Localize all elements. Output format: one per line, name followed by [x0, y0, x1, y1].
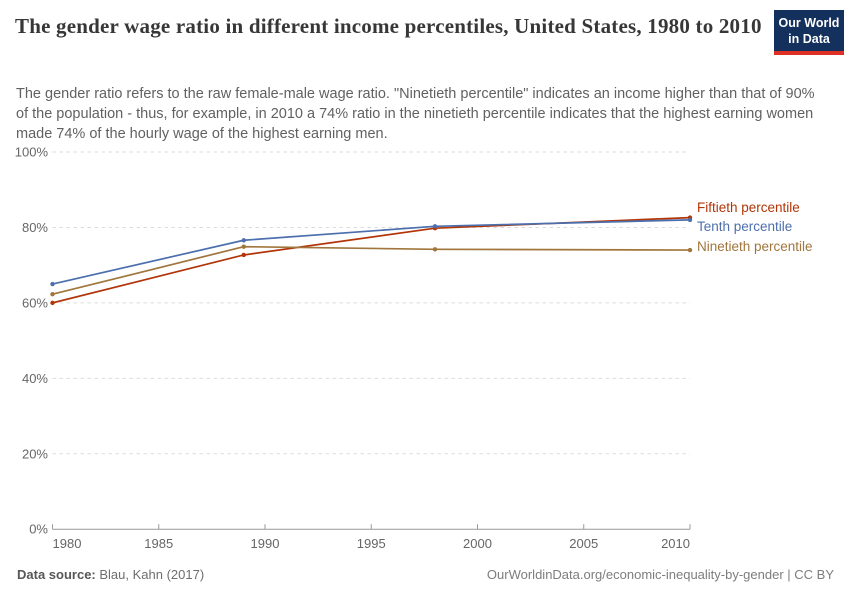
y-tick-label: 40%	[22, 371, 48, 386]
legend-label-ninetieth-percentile[interactable]: Ninetieth percentile	[697, 239, 813, 254]
series-line-tenth-percentile[interactable]	[51, 219, 691, 285]
x-tick-label: 1985	[144, 536, 173, 551]
x-tick-label: 1980	[53, 536, 82, 551]
owid-logo-line2: in Data	[788, 32, 830, 46]
data-source-label: Data source:	[17, 567, 96, 582]
chart-footer: Data source: Blau, Kahn (2017) OurWorldi…	[17, 567, 834, 582]
data-point-tenth-percentile[interactable]	[687, 217, 693, 223]
y-tick-label: 20%	[22, 446, 48, 461]
x-tick-label: 2000	[463, 536, 492, 551]
data-point-tenth-percentile[interactable]	[50, 281, 55, 287]
x-tick-label: 1990	[251, 536, 280, 551]
data-point-ninetieth-percentile[interactable]	[241, 244, 246, 249]
data-point-tenth-percentile[interactable]	[241, 238, 246, 243]
data-point-fiftieth-percentile[interactable]	[241, 252, 246, 258]
data-source-value: Blau, Kahn (2017)	[95, 567, 205, 582]
data-point-ninetieth-percentile[interactable]	[50, 292, 55, 297]
x-tick-label: 1995	[357, 536, 386, 551]
data-point-ninetieth-percentile[interactable]	[432, 247, 438, 252]
line-chart[interactable]: 0% 20% 40% 60% 80% 100% 1980 1985 1990 1995 2000 20…	[0, 140, 850, 562]
owid-logo-line1: Our World	[778, 16, 840, 30]
data-point-fiftieth-percentile[interactable]	[50, 300, 55, 306]
series-line-ninetieth-percentile[interactable]	[51, 245, 691, 296]
data-point-ninetieth-percentile[interactable]	[687, 247, 693, 253]
legend-label-fiftieth-percentile[interactable]: Fiftieth percentile	[697, 200, 800, 215]
y-tick-label: 60%	[22, 295, 48, 310]
data-source: Data source: Blau, Kahn (2017)	[17, 567, 204, 582]
y-tick-label: 100%	[15, 145, 49, 160]
owid-logo[interactable]: Our World in Data	[774, 10, 844, 55]
x-tick-label: 2005	[569, 536, 598, 551]
legend-label-tenth-percentile[interactable]: Tenth percentile	[697, 219, 792, 234]
y-tick-label: 0%	[29, 522, 48, 537]
license-link[interactable]: OurWorldinData.org/economic-inequality-b…	[486, 567, 834, 582]
y-tick-label: 80%	[22, 220, 48, 235]
chart-subtitle: The gender ratio refers to the raw femal…	[16, 86, 815, 142]
data-point-tenth-percentile[interactable]	[432, 224, 438, 229]
page-title: The gender wage ratio in different incom…	[15, 14, 762, 38]
x-tick-label: 2010	[661, 536, 690, 551]
